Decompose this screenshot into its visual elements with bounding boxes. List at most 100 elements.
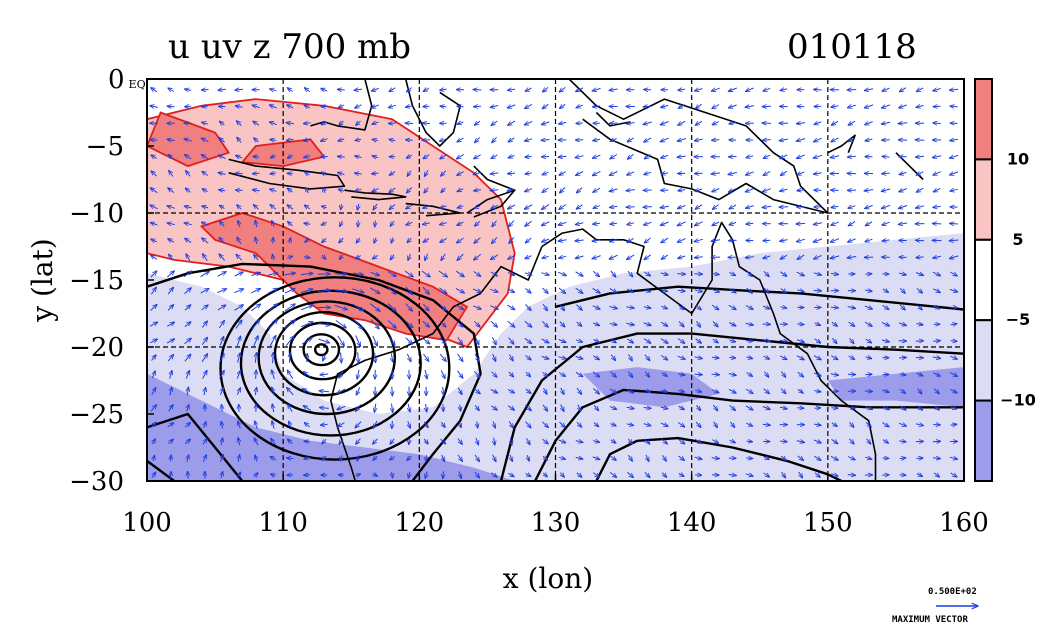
- wind-vector: [561, 387, 564, 395]
- wind-vector: [899, 388, 905, 393]
- wind-vector: [457, 253, 464, 260]
- wind-vector: [490, 271, 497, 276]
- wind-vector: [933, 406, 939, 410]
- wind-vector: [300, 289, 313, 293]
- wind-vector: [370, 287, 380, 294]
- wind-vector: [830, 374, 839, 376]
- wind-vector: [814, 338, 821, 343]
- wind-vector: [255, 237, 257, 245]
- wind-vector: [423, 155, 430, 159]
- wind-vector: [848, 239, 856, 242]
- wind-vector: [558, 372, 565, 377]
- wind-vector: [186, 370, 189, 379]
- wind-vector: [916, 474, 923, 477]
- wind-vector: [695, 120, 703, 125]
- wind-vector: [150, 106, 158, 108]
- wind-vector: [881, 405, 889, 410]
- wind-vector: [391, 353, 393, 362]
- wind-vector: [423, 421, 428, 428]
- wind-vector: [626, 207, 635, 208]
- wind-vector: [660, 321, 668, 326]
- y-tick-label: −5: [86, 132, 124, 162]
- wind-vector: [627, 254, 635, 260]
- wind-vector: [185, 188, 191, 193]
- wind-vector: [356, 237, 360, 243]
- wind-vector: [169, 170, 174, 177]
- wind-vector: [627, 471, 633, 477]
- wind-vector: [950, 307, 957, 308]
- wind-vector: [848, 438, 854, 444]
- wind-vector: [763, 287, 769, 293]
- wind-vector: [255, 455, 257, 462]
- wind-vector: [475, 404, 479, 410]
- wind-vector: [576, 387, 582, 394]
- wind-vector: [575, 156, 584, 158]
- wind-vector: [898, 423, 907, 426]
- wind-vector: [542, 438, 548, 444]
- wind-vector: [407, 87, 413, 92]
- wind-vector: [236, 155, 243, 158]
- wind-vector: [219, 337, 224, 346]
- wind-vector: [830, 156, 840, 158]
- wind-vector: [166, 339, 175, 344]
- wind-vector: [711, 88, 720, 91]
- wind-vector: [763, 240, 771, 241]
- wind-vector: [474, 237, 481, 244]
- wind-vector: [171, 455, 172, 462]
- wind-vector: [507, 289, 515, 293]
- wind-vector: [575, 340, 583, 342]
- wind-vector: [763, 155, 771, 158]
- wind-vector: [592, 240, 601, 241]
- wind-vector: [323, 188, 325, 194]
- wind-vector: [238, 438, 240, 446]
- wind-vector: [272, 370, 275, 380]
- wind-vector: [950, 106, 958, 107]
- wind-vector: [949, 289, 958, 292]
- wind-vector: [300, 273, 313, 274]
- wind-vector: [627, 454, 632, 461]
- wind-vector: [627, 371, 633, 378]
- wind-vector: [507, 405, 515, 411]
- wind-vector: [575, 271, 584, 276]
- wind-vector: [543, 473, 547, 477]
- wind-vector: [201, 354, 208, 363]
- wind-vector: [881, 321, 890, 326]
- wind-vector: [592, 270, 599, 276]
- wind-vector: [287, 256, 293, 258]
- wind-vector: [831, 120, 839, 125]
- wind-vector: [950, 356, 957, 359]
- wind-vector: [335, 274, 347, 275]
- wind-vector: [950, 189, 958, 191]
- wind-vector: [626, 407, 635, 409]
- wind-vector: [729, 222, 737, 225]
- wind-vector: [848, 356, 855, 359]
- wind-vector: [881, 340, 889, 342]
- wind-vector: [932, 458, 941, 459]
- wind-vector: [541, 221, 550, 226]
- wind-vector: [916, 373, 923, 376]
- wind-vector: [695, 304, 702, 310]
- wind-vector: [508, 371, 514, 377]
- wind-vector: [575, 356, 583, 359]
- contour-ring-6: [219, 276, 451, 461]
- wind-vector: [303, 123, 311, 124]
- wind-vector: [576, 170, 584, 175]
- wind-vector: [317, 274, 330, 275]
- contour-line-12: [147, 412, 244, 481]
- wind-vector: [899, 172, 907, 174]
- wind-vector: [508, 254, 516, 259]
- wind-vector: [339, 370, 344, 378]
- wind-vector: [440, 438, 446, 444]
- wind-vector: [424, 187, 429, 194]
- wind-vector: [865, 290, 872, 291]
- wind-vector: [950, 389, 958, 393]
- wind-vector: [408, 403, 410, 412]
- wind-vector: [287, 475, 294, 476]
- wind-vector: [558, 440, 566, 443]
- wind-vector: [271, 438, 276, 445]
- wind-vector: [831, 322, 838, 326]
- wind-vector: [814, 323, 821, 326]
- wind-vector: [814, 89, 822, 90]
- wind-vector: [695, 221, 703, 226]
- wind-vector: [746, 223, 754, 224]
